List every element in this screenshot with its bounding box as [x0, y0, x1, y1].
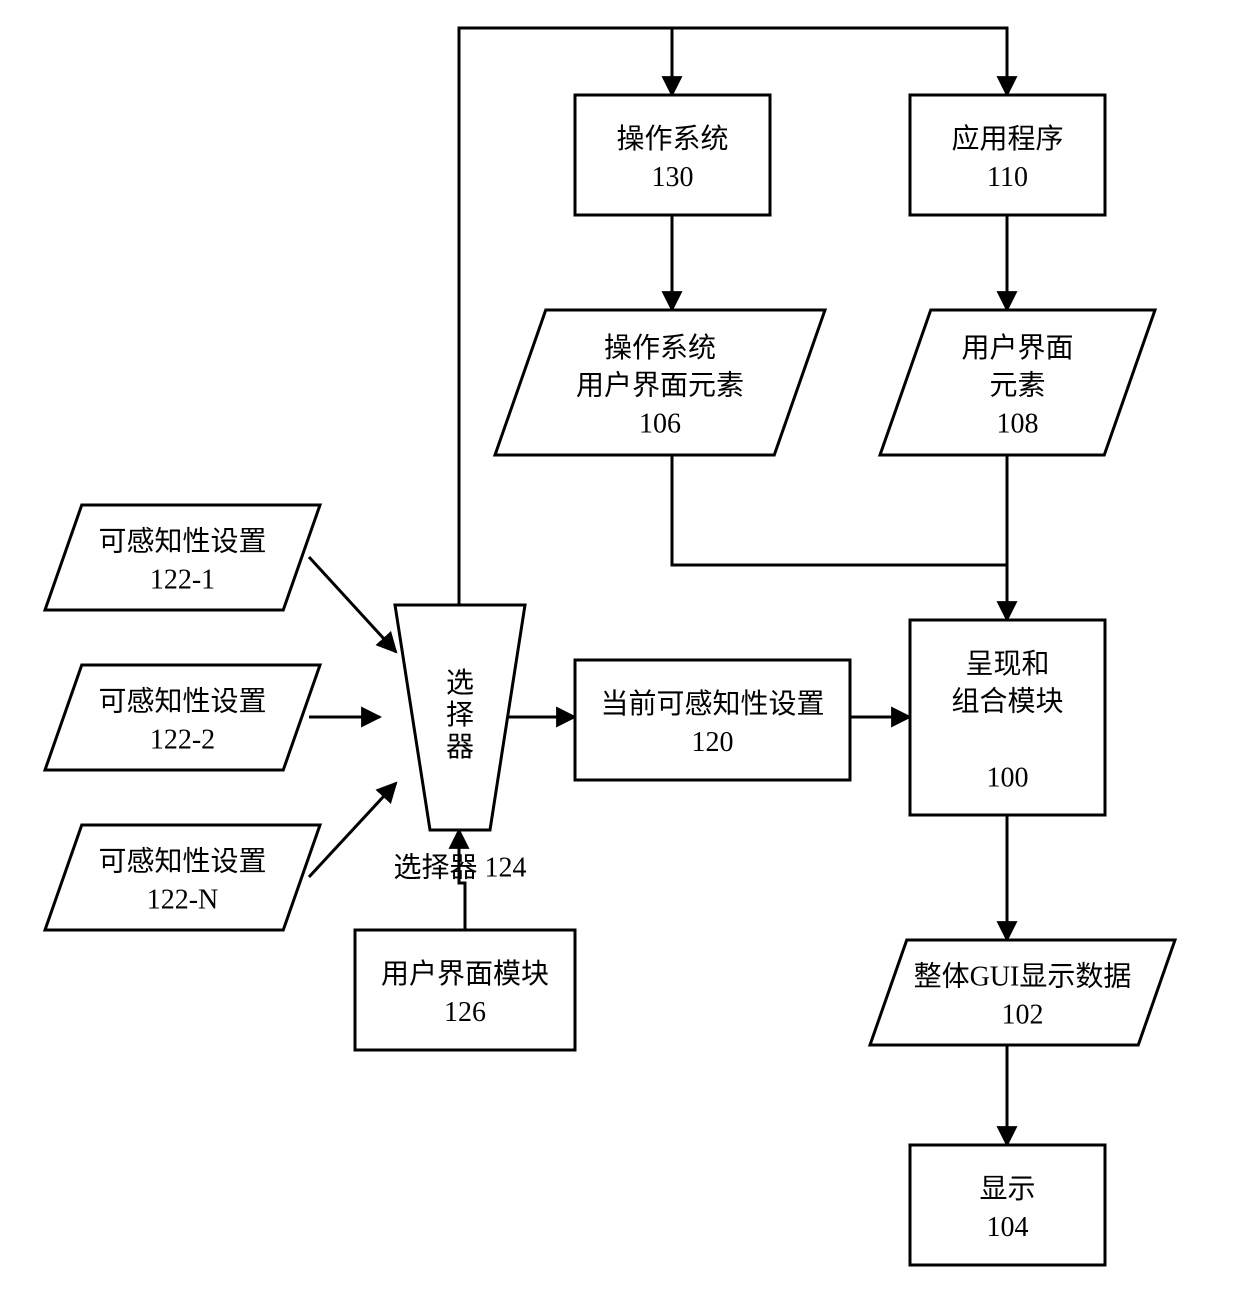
node-current: 当前可感知性设置 120	[575, 660, 850, 780]
svg-text:100: 100	[987, 762, 1029, 793]
svg-text:择: 择	[446, 699, 474, 731]
node-selector_lbl: 选择器 124	[393, 851, 526, 883]
svg-text:当前可感知性设置: 当前可感知性设置	[600, 688, 824, 720]
svg-text:整体GUI显示数据: 整体GUI显示数据	[914, 961, 1132, 993]
svg-text:120: 120	[692, 727, 734, 758]
svg-text:106: 106	[639, 408, 681, 439]
node-ui_module: 用户界面模块 126	[355, 930, 575, 1050]
svg-text:显示: 显示	[979, 1174, 1035, 1205]
svg-text:操作系统: 操作系统	[616, 123, 728, 155]
svg-text:组合模块: 组合模块	[951, 686, 1063, 718]
svg-text:呈现和: 呈现和	[965, 648, 1049, 680]
svg-text:应用程序: 应用程序	[951, 123, 1063, 155]
svg-text:可感知性设置: 可感知性设置	[98, 526, 266, 558]
svg-text:122-1: 122-1	[150, 564, 215, 595]
node-display: 显示 104	[910, 1145, 1105, 1265]
svg-text:126: 126	[444, 997, 486, 1028]
svg-text:选择器 124: 选择器 124	[393, 851, 526, 883]
svg-text:元素: 元素	[989, 370, 1045, 402]
node-gui_data: 整体GUI显示数据 102	[870, 940, 1175, 1045]
svg-text:122-N: 122-N	[147, 884, 219, 915]
node-set1: 可感知性设置 122-1	[45, 505, 320, 610]
svg-text:110: 110	[987, 162, 1028, 193]
node-set2: 可感知性设置 122-2	[45, 665, 320, 770]
node-app: 应用程序 110	[910, 95, 1105, 215]
node-setN: 可感知性设置 122-N	[45, 825, 320, 930]
svg-text:用户界面元素: 用户界面元素	[576, 370, 744, 402]
svg-text:用户界面模块: 用户界面模块	[381, 958, 549, 990]
node-render: 呈现和组合模块 100	[910, 620, 1105, 815]
svg-text:器: 器	[446, 732, 474, 763]
svg-text:可感知性设置: 可感知性设置	[98, 686, 266, 718]
svg-text:108: 108	[997, 408, 1039, 439]
svg-text:130: 130	[652, 162, 694, 193]
svg-text:104: 104	[987, 1212, 1029, 1243]
svg-text:选: 选	[446, 667, 474, 699]
svg-text:用户界面: 用户界面	[961, 332, 1073, 364]
svg-text:102: 102	[1002, 999, 1044, 1030]
svg-text:122-2: 122-2	[150, 724, 215, 755]
node-os_ui: 操作系统用户界面元素 106	[495, 310, 825, 455]
svg-text:可感知性设置: 可感知性设置	[98, 846, 266, 878]
node-os: 操作系统 130	[575, 95, 770, 215]
svg-text:操作系统: 操作系统	[604, 332, 716, 364]
